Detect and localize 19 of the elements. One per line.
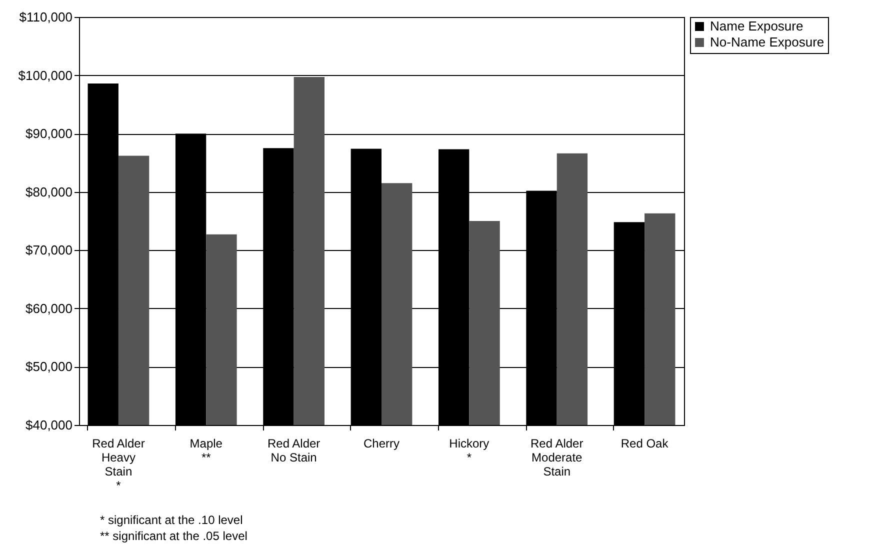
legend-label: No-Name Exposure: [710, 34, 824, 50]
x-tick-label: Maple **: [190, 436, 223, 464]
y-tick-label: $50,000: [26, 359, 72, 374]
text: ** significant at the .05 level: [100, 528, 248, 544]
legend-label: Name Exposure: [710, 18, 804, 34]
x-tick-label: Red Alder No Stain: [267, 436, 320, 464]
y-tick-label: $110,000: [19, 10, 72, 24]
y-tick-label: $80,000: [26, 184, 72, 200]
x-tick-label: Red Alder Moderate Stain: [530, 436, 584, 478]
y-tick-label: $100,000: [18, 68, 72, 83]
y-tick-label: $60,000: [26, 300, 72, 316]
x-tick-label: Hickory *: [449, 436, 490, 464]
x-tick-label: Red Alder Heavy Stain *: [92, 436, 145, 492]
y-tick-label: $90,000: [26, 126, 72, 142]
y-tick-label: $40,000: [26, 418, 72, 432]
text: * significant at the .10 level: [100, 512, 244, 528]
y-tick-label: $70,000: [26, 242, 72, 258]
x-tick-label: Red Oak: [620, 436, 670, 450]
x-tick-label: Cherry: [363, 436, 400, 450]
